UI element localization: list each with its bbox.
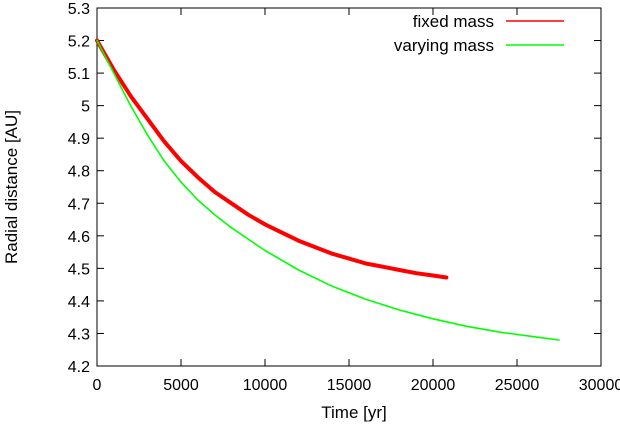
legend-label-varying-mass: varying mass [394,36,494,55]
x-tick-label: 15000 [327,377,372,394]
y-tick-label: 4.4 [68,294,90,311]
y-tick-label: 5.3 [68,1,90,18]
x-tick-label: 25000 [495,377,540,394]
legend-label-fixed-mass: fixed mass [413,12,494,31]
y-tick-label: 4.7 [68,196,90,213]
y-tick-label: 4.3 [68,326,90,343]
y-tick-label: 4.8 [68,164,90,181]
y-tick-label: 5 [81,99,90,116]
y-tick-label: 4.5 [68,261,90,278]
series-line-varying-mass [96,39,560,341]
x-axis-title: Time [yr] [321,403,386,422]
x-tick-label: 10000 [243,377,288,394]
y-axis-title: Radial distance [AU] [2,110,21,264]
x-tick-label: 30000 [579,377,620,394]
series-layer [95,38,560,341]
x-tick-label: 20000 [411,377,456,394]
x-tick-label: 5000 [163,377,199,394]
series-line-fixed-mass [95,38,449,280]
y-tick-label: 4.6 [68,229,90,246]
y-tick-label: 5.2 [68,34,90,51]
y-tick-label: 5.1 [68,66,90,83]
x-tick-label: 0 [93,377,102,394]
axis-ticks: 0 5000 10000 15000 20000 25000 30000 4.2 4.3 4.4 4… [68,1,620,394]
y-tick-label: 4.2 [68,359,90,376]
y-tick-label: 4.9 [68,131,90,148]
legend: fixed mass varying mass [394,12,564,55]
